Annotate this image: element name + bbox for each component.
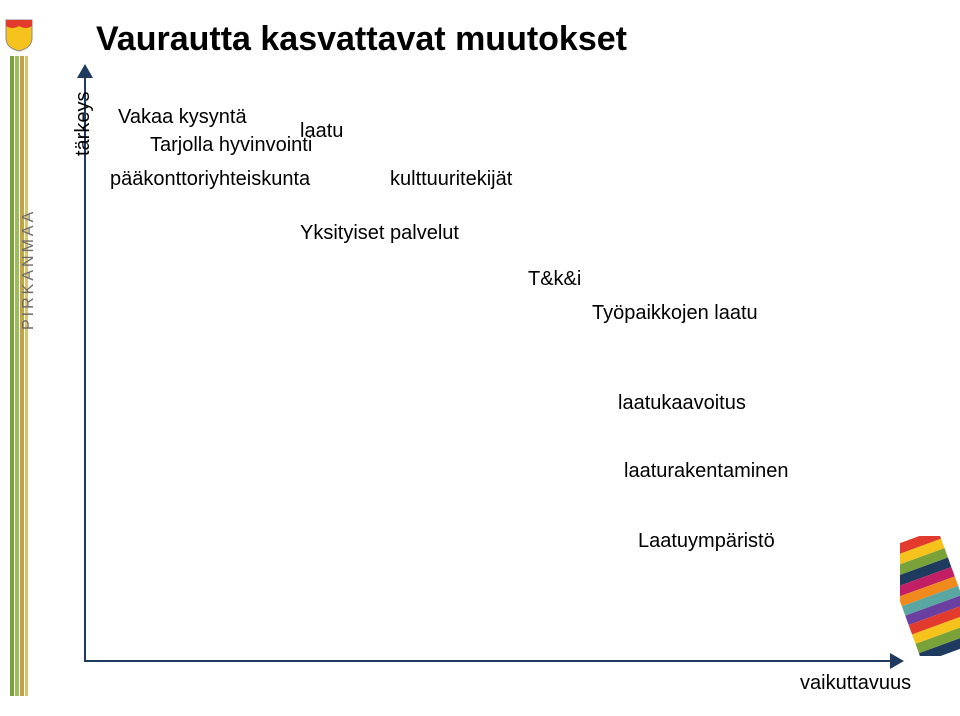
x-axis-label: vaikuttavuus (800, 672, 911, 695)
point-laaturakentaminen: laaturakentaminen (624, 460, 789, 483)
brand-stripes-icon (10, 56, 28, 696)
point-paakonttoriyhteiskunta: pääkonttoriyhteiskunta (110, 168, 310, 191)
point-tyopaikkojen-laatu: Työpaikkojen laatu (592, 302, 758, 325)
point-laatuymparisto: Laatuympäristö (638, 530, 775, 553)
point-laatu: laatu (300, 120, 343, 143)
point-yksityiset-palvelut: Yksityiset palvelut (300, 222, 459, 245)
y-axis-arrow-icon (77, 64, 93, 78)
slide: { "brand": { "name": "PIRKANMAA", "crest… (0, 0, 960, 716)
point-kulttuuritekijat: kulttuuritekijät (390, 168, 512, 191)
point-vakaa-kysynta: Vakaa kysyntä (118, 106, 247, 129)
crest-icon (4, 18, 34, 52)
y-axis (84, 72, 86, 662)
point-tki: T&k&i (528, 268, 581, 291)
brand-name: PIRKANMAA (20, 209, 38, 330)
brand-bar: PIRKANMAA (0, 0, 40, 716)
corner-motif-icon (900, 536, 960, 656)
page-title: Vaurautta kasvattavat muutokset (96, 20, 627, 59)
x-axis (84, 660, 892, 662)
point-tarjolla-hyvinvointi: Tarjolla hyvinvointi (150, 134, 312, 157)
y-axis-label: tärkeys (72, 92, 95, 156)
point-laatukaavoitus: laatukaavoitus (618, 392, 746, 415)
